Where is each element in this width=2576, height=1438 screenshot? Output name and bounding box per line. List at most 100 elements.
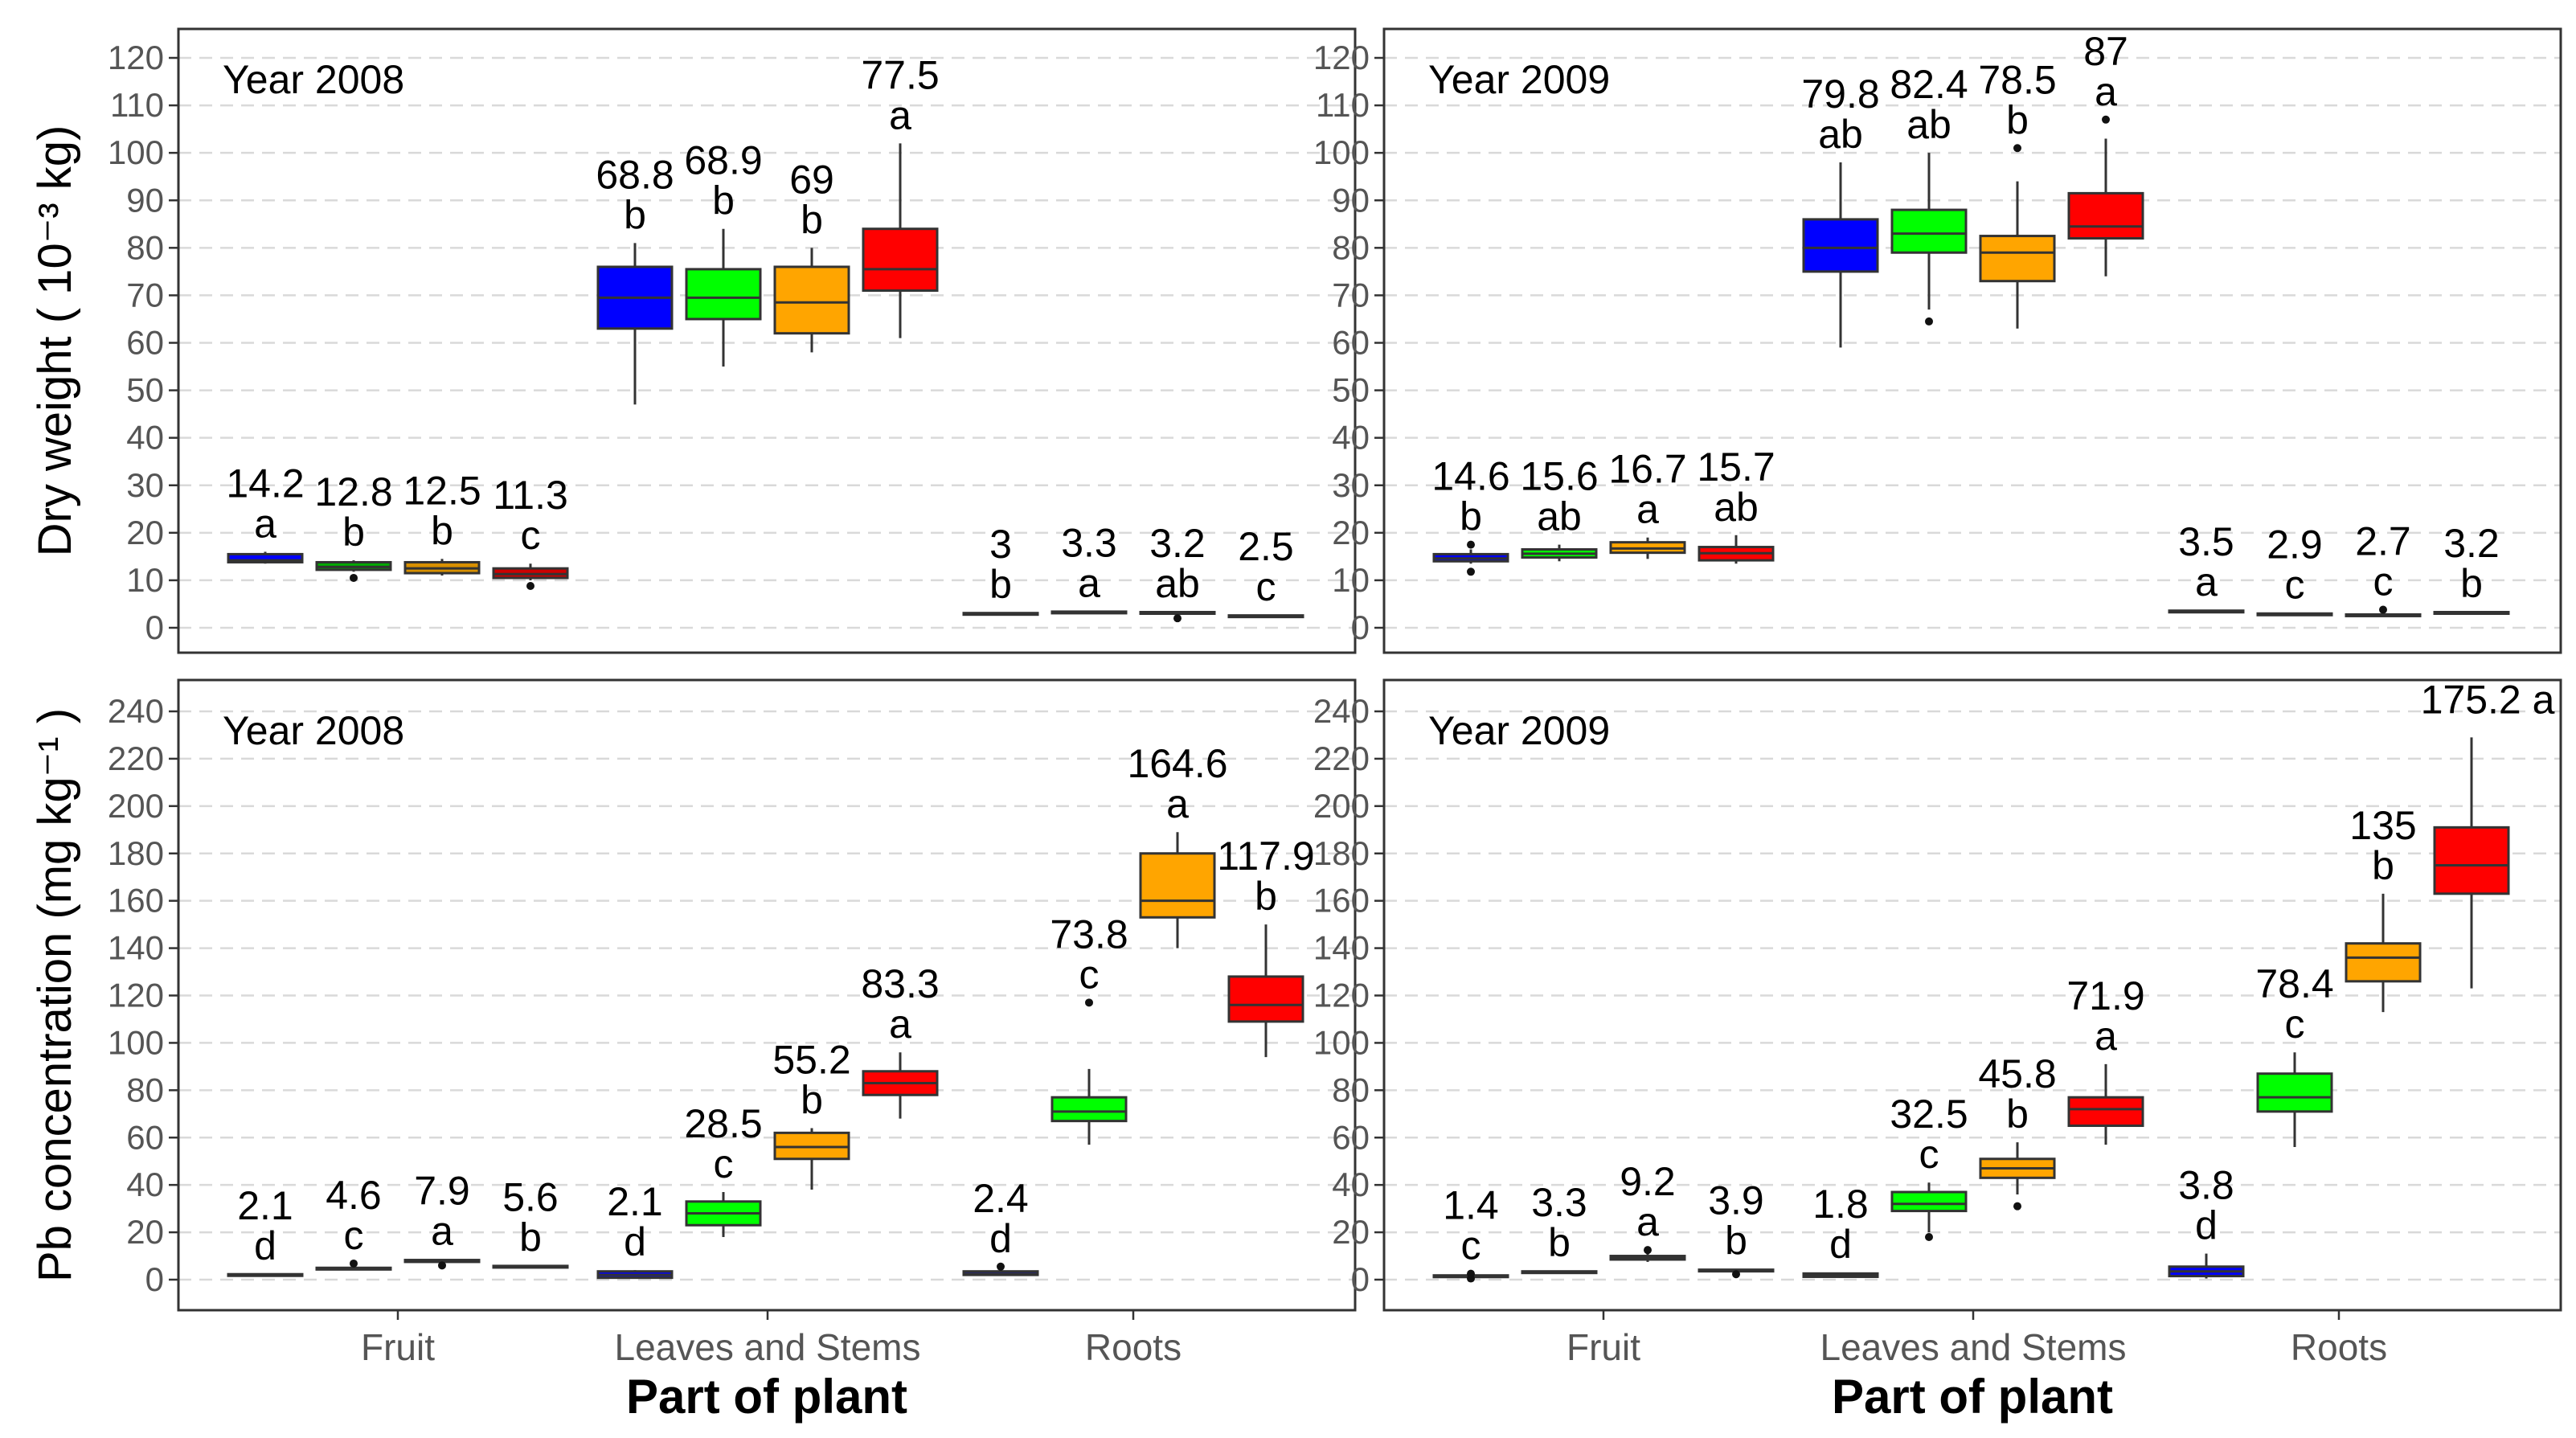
outlier-point <box>2013 144 2021 153</box>
y-axis-title: Pb concentration (mg kg⁻¹ ) <box>29 708 81 1282</box>
box-roots-3: ab3.2 <box>1139 521 1216 623</box>
x-tick-label: Fruit <box>1566 1326 1640 1368</box>
mean-label: 15.7 <box>1697 445 1775 490</box>
letter-label: ab <box>1155 561 1200 606</box>
y-tick-label: 20 <box>1332 1213 1370 1251</box>
y-tick-label: 100 <box>1313 133 1370 171</box>
y-tick-label: 60 <box>1332 1118 1370 1156</box>
box-rect <box>1227 975 1304 1023</box>
box-roots-4: b3.2 <box>2433 521 2510 616</box>
mean-label: 3.3 <box>1061 520 1117 565</box>
letter-label: c <box>1079 952 1100 997</box>
panel-year-label: Year 2008 <box>223 708 404 753</box>
outlier-point <box>1925 1232 1933 1241</box>
y-tick-label: 100 <box>1313 1023 1370 1061</box>
y-tick-label: 120 <box>108 977 164 1014</box>
y-tick-label: 40 <box>126 1166 164 1203</box>
letter-label: c <box>521 513 541 558</box>
mean-label: 11.3 <box>493 473 568 518</box>
mean-label: 135 <box>2349 803 2416 848</box>
x-tick-label: Leaves and Stems <box>1820 1326 2126 1368</box>
box-fruit-1: c1.4 <box>1432 1183 1509 1283</box>
mean-label: 2.7 <box>2355 519 2411 564</box>
box-fruit-2: b12.8 <box>314 469 393 582</box>
box-rect <box>2067 1096 2144 1128</box>
box-fruit-2: b3.3 <box>1521 1180 1598 1275</box>
letter-label: c <box>1461 1223 1481 1268</box>
box-rect <box>227 552 304 563</box>
mean-label: 28.5 <box>684 1101 762 1146</box>
box-fruit-3: a9.2 <box>1609 1159 1686 1262</box>
letter-label: a <box>254 501 276 546</box>
box-leaves-and-stems-4: a83.3 <box>861 961 940 1119</box>
box-roots-1: b3 <box>962 522 1039 617</box>
mean-label: 164.6 <box>1127 741 1227 786</box>
outlier-point <box>438 1261 446 1270</box>
y-tick-label: 90 <box>1332 181 1370 219</box>
mean-label: 5.6 <box>502 1174 559 1219</box>
letter-label: b <box>801 1077 823 1122</box>
x-tick-label: Fruit <box>361 1326 435 1368</box>
y-tick-label: 10 <box>1332 561 1370 599</box>
mean-label: 3.2 <box>1149 521 1206 566</box>
y-tick-label: 0 <box>145 608 164 646</box>
mean-label: 7.9 <box>414 1169 470 1214</box>
box-leaves-and-stems-3: b78.5 <box>1978 57 2057 329</box>
box-leaves-and-stems-4: a77.5 <box>861 52 940 338</box>
y-tick-label: 110 <box>110 86 164 124</box>
panel-1: 0 10 20 30 40 50 60 70 80 90 100 110 120 Year 2008 Dry… <box>29 27 1357 654</box>
y-tick-label: 30 <box>126 466 164 504</box>
mean-label: 1.4 <box>1443 1183 1499 1228</box>
letter-label: a <box>1078 560 1100 605</box>
mean-label: 14.6 <box>1431 454 1509 499</box>
box-rect <box>2433 826 2510 895</box>
y-tick-label: 20 <box>126 1213 164 1251</box>
letter-label: c <box>1919 1132 1939 1177</box>
outlier-point <box>350 1259 358 1268</box>
letter-label: b <box>624 192 646 237</box>
y-tick-label: 20 <box>1332 514 1370 551</box>
x-tick-label: Roots <box>1085 1326 1182 1368</box>
mean-label: 68.9 <box>684 138 762 183</box>
mean-label: 87 <box>2083 29 2128 74</box>
panel-border <box>1382 27 2562 654</box>
mean-label: 71.9 <box>2066 973 2144 1018</box>
y-tick-label: 0 <box>1351 608 1370 646</box>
y-tick-label: 0 <box>145 1260 164 1298</box>
box-roots-2: c73.8 <box>1050 912 1128 1145</box>
box-roots-1: d2.4 <box>962 1176 1039 1276</box>
panel-year-label: Year 2009 <box>1428 57 1610 102</box>
letter-label: a <box>2195 559 2218 604</box>
box-leaves-and-stems-4: a87 <box>2067 29 2144 277</box>
box-fruit-4: b3.9 <box>1698 1178 1775 1279</box>
letter-label: b <box>519 1215 542 1260</box>
box-fruit-4: b5.6 <box>492 1174 569 1269</box>
box-fruit-1: a14.2 <box>226 461 305 564</box>
mean-label: 32.5 <box>1890 1092 1968 1137</box>
mean-label: 78.5 <box>1978 57 2056 102</box>
outlier-point <box>1467 540 1475 549</box>
box-rect <box>1802 218 1879 273</box>
y-tick-label: 80 <box>1332 228 1370 266</box>
y-tick-label: 110 <box>1316 86 1370 124</box>
y-tick-label: 40 <box>1332 419 1370 457</box>
box-leaves-and-stems-2: c32.5 <box>1890 1092 1968 1241</box>
y-tick-label: 240 <box>108 692 164 730</box>
box-leaves-and-stems-3: b55.2 <box>772 1037 851 1190</box>
box-leaves-and-stems-2: c28.5 <box>684 1101 763 1237</box>
y-tick-label: 240 <box>1313 692 1370 730</box>
mean-label: 2.1 <box>237 1183 293 1228</box>
letter-label: a <box>889 92 911 137</box>
x-axis-title: Part of plant <box>1832 1370 2113 1424</box>
letter-label: b <box>801 197 823 242</box>
box-rect <box>1979 235 2056 283</box>
mean-label: 3.3 <box>1531 1180 1587 1225</box>
box-leaves-and-stems-3: b45.8 <box>1978 1051 2057 1211</box>
mean-label: 82.4 <box>1890 62 1968 107</box>
mean-label: 2.9 <box>2267 522 2323 567</box>
mean-label: 9.2 <box>1620 1159 1676 1204</box>
panel-4: 0 20 40 60 80 100 120 140 160 180 200 220 240 Year 20… <box>1313 677 2562 1424</box>
